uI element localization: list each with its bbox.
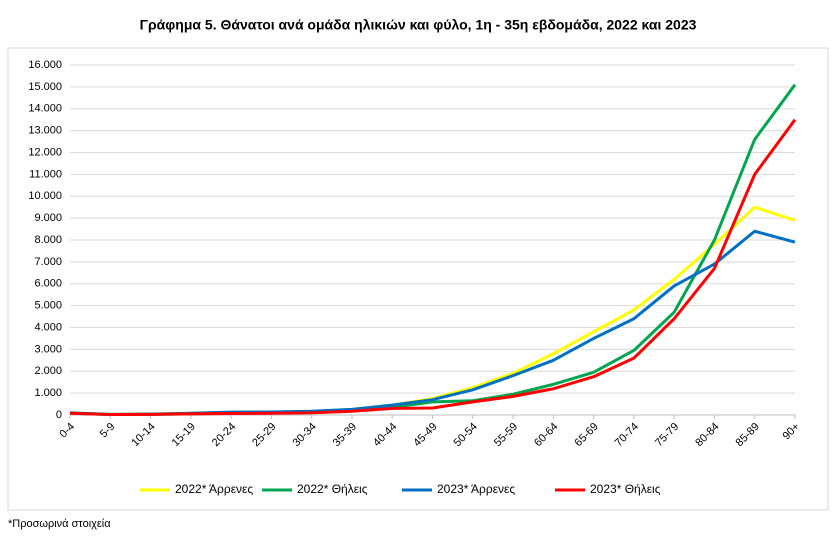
y-tick-label: 16.000 — [28, 59, 62, 71]
footnote: *Προσωρινά στοιχεία — [8, 518, 111, 530]
legend-label: 2023* Άρρενες — [437, 482, 515, 496]
y-tick-label: 6.000 — [34, 278, 62, 290]
y-tick-label: 14.000 — [28, 103, 62, 115]
y-tick-label: 10.000 — [28, 190, 62, 202]
y-tick-label: 12.000 — [28, 146, 62, 158]
y-tick-label: 0 — [56, 409, 62, 421]
y-tick-label: 4.000 — [34, 321, 62, 333]
chart-title: Γράφημα 5. Θάνατοι ανά ομάδα ηλικιών και… — [140, 17, 697, 33]
y-tick-label: 13.000 — [28, 125, 62, 137]
y-tick-label: 3.000 — [34, 343, 62, 355]
series-line — [69, 118, 797, 417]
legend-label: 2023* Θήλεις — [590, 482, 661, 496]
y-tick-label: 1.000 — [34, 387, 62, 399]
y-tick-label: 2.000 — [34, 365, 62, 377]
legend-label: 2022* Θήλεις — [297, 482, 368, 496]
y-tick-label: 8.000 — [34, 234, 62, 246]
y-tick-label: 15.000 — [28, 81, 62, 93]
y-tick-label: 9.000 — [34, 212, 62, 224]
y-tick-label: 5.000 — [34, 300, 62, 312]
legend-label: 2022* Άρρενες — [175, 482, 253, 496]
y-tick-label: 11.000 — [29, 168, 62, 180]
chart-frame — [7, 47, 829, 511]
y-tick-label: 7.000 — [34, 256, 62, 268]
